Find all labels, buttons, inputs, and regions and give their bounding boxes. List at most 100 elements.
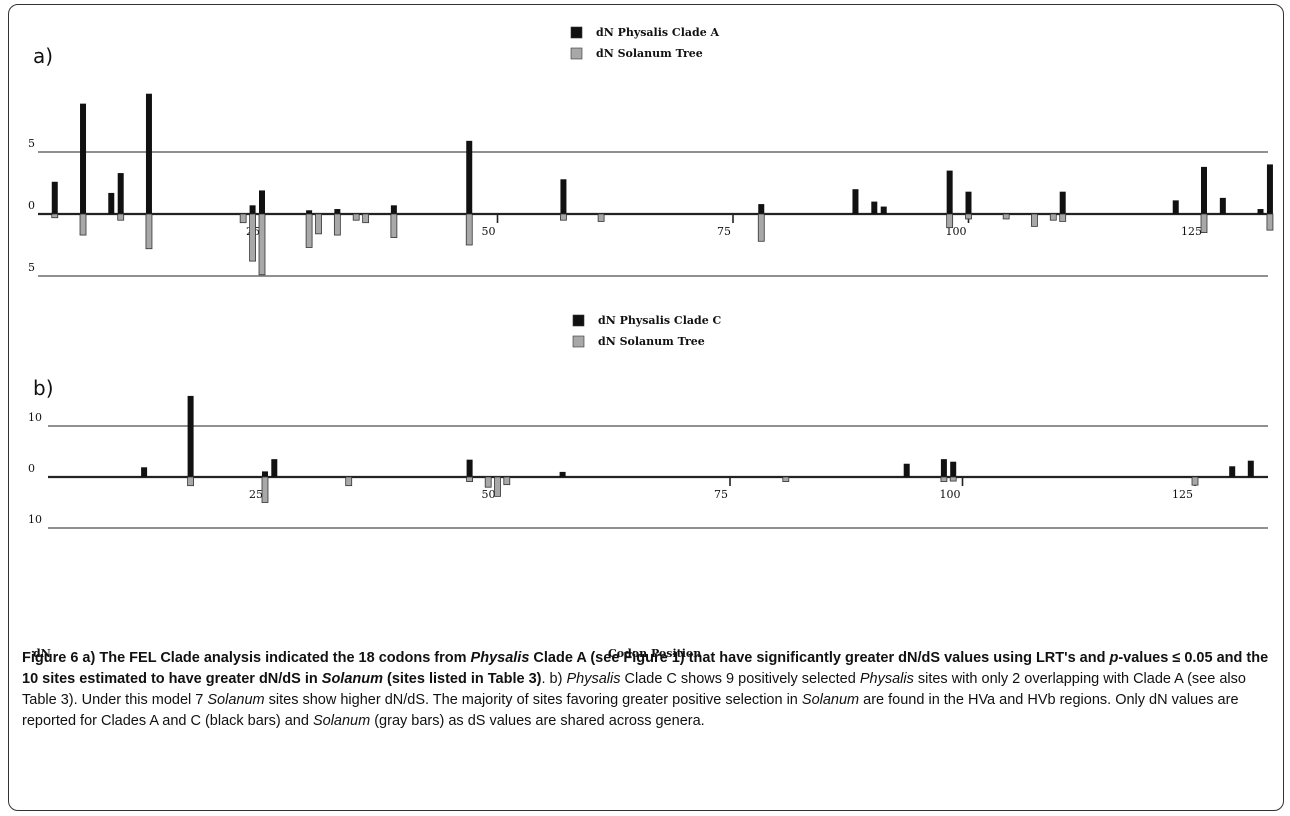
black-bar-0-19: [1172, 200, 1179, 214]
legend-label-1-1: dN Solanum Tree: [598, 335, 705, 348]
x-tick-label-0-1: 50: [482, 225, 496, 238]
black-bar-0-14: [871, 201, 878, 214]
black-bar-1-1: [187, 395, 194, 477]
gray-bar-1-10: [1191, 476, 1199, 486]
caption-p2-physalis2: Physalis: [859, 671, 914, 687]
black-bar-0-6: [259, 190, 265, 214]
black-bar-0-23: [1266, 164, 1273, 214]
gray-bar-0-3: [145, 213, 153, 250]
caption-p2-solanum: Solanum: [207, 692, 265, 708]
black-bar-1-8: [950, 461, 957, 477]
x-axis-label: Codon Position: [608, 647, 701, 660]
gray-bar-0-18: [965, 213, 972, 220]
chart-canvas: dN Physalis Clade AdN Solanum Tree505255…: [28, 26, 1274, 660]
y-tick-label-1-0: 10: [28, 411, 42, 424]
gray-bar-0-14: [560, 213, 567, 221]
gray-bar-1-2: [345, 476, 353, 487]
black-bar-0-20: [1201, 166, 1207, 214]
x-tick-label-1-4: 125: [1172, 488, 1193, 501]
black-bar-0-13: [852, 189, 859, 214]
gray-bar-0-21: [1049, 213, 1057, 221]
gray-bar-0-0: [51, 213, 59, 219]
x-tick-label-1-3: 100: [940, 488, 961, 501]
black-bar-0-4: [145, 93, 152, 214]
caption-p1-c: -values ≤ 0.05 and the 10 sites estimate…: [22, 650, 1269, 687]
figure-frame: [8, 4, 1284, 811]
y-tick-label-1-2: 10: [28, 513, 42, 526]
caption-p2-solanum2: Solanum: [801, 692, 860, 708]
black-bar-1-3: [271, 459, 278, 477]
black-bar-0-7: [306, 210, 313, 214]
gray-bar-0-11: [362, 213, 370, 224]
y-tick-label-0-0: 5: [28, 137, 35, 150]
gray-bar-0-2: [117, 213, 125, 221]
gray-bar-0-15: [597, 213, 605, 222]
gray-bar-0-8: [315, 213, 322, 235]
figure-caption: Figure 6 a) The FEL Clade analysis indic…: [22, 648, 1272, 732]
black-bar-1-2: [262, 471, 268, 477]
black-bar-0-17: [965, 191, 972, 214]
x-tick-label-0-3: 100: [946, 225, 967, 238]
legend-swatch-0-1: [570, 47, 583, 60]
black-bar-0-10: [466, 140, 473, 214]
gray-bar-1-9: [949, 476, 957, 482]
gray-bar-0-12: [390, 213, 398, 238]
x-tick-label-0-2: 75: [717, 225, 731, 238]
black-bar-0-5: [249, 205, 256, 214]
legend-swatch-0-0: [570, 26, 583, 39]
black-bar-1-9: [1229, 466, 1236, 477]
black-bar-1-0: [141, 467, 148, 477]
black-bar-1-10: [1247, 460, 1254, 477]
black-bar-0-15: [880, 206, 887, 214]
legend-label-0-0: dN Physalis Clade A: [596, 26, 720, 39]
gray-bar-1-4: [484, 476, 492, 488]
caption-p1-p: p: [1109, 650, 1119, 666]
gray-bar-0-10: [352, 213, 360, 221]
y-tick-label-1-1: 0: [28, 462, 35, 475]
gray-bar-0-24: [1266, 213, 1274, 231]
black-bar-0-2: [108, 192, 115, 214]
black-bar-0-8: [334, 209, 341, 214]
black-bar-0-3: [117, 173, 124, 214]
caption-p1-solanum: Solanum: [321, 671, 384, 687]
legend-label-0-1: dN Solanum Tree: [596, 47, 703, 60]
y-axis-label: dN: [33, 647, 51, 660]
gray-bar-1-0: [187, 476, 195, 487]
caption-figure-label: Figure 6: [22, 650, 79, 666]
caption-p1-b: Clade A (see Figure 1) that have signifi…: [529, 650, 1110, 666]
gray-bar-0-7: [305, 213, 313, 248]
caption-p2-solanum3: Solanum: [312, 713, 371, 729]
black-bar-0-16: [946, 170, 953, 214]
gray-bar-1-5: [494, 476, 501, 497]
gray-bar-0-13: [465, 213, 473, 246]
gray-bar-0-19: [1002, 213, 1010, 220]
gray-bar-0-1: [79, 213, 87, 236]
legend-swatch-1-1: [572, 335, 585, 348]
black-bar-1-7: [940, 459, 947, 477]
gray-bar-1-3: [466, 476, 474, 482]
gray-bar-0-20: [1031, 213, 1038, 227]
gray-bar-0-22: [1059, 213, 1067, 222]
gray-bar-0-17: [946, 213, 954, 229]
gray-bar-0-9: [333, 213, 341, 236]
y-tick-label-0-2: 5: [28, 261, 35, 274]
gray-bar-0-23: [1200, 213, 1208, 234]
panel-label-b: b): [33, 376, 54, 400]
gray-bar-0-6: [258, 213, 266, 276]
legend-label-1-0: dN Physalis Clade C: [598, 314, 722, 327]
legend-swatch-1-0: [572, 314, 585, 327]
x-tick-label-1-1: 50: [482, 488, 496, 501]
caption-p2-b: Clade C shows 9 positively selected: [620, 671, 860, 687]
caption-p1-physalis: Physalis: [470, 650, 530, 666]
panel-label-a: a): [33, 44, 54, 68]
black-bar-0-11: [560, 179, 567, 214]
x-tick-label-1-2: 75: [714, 488, 728, 501]
caption-p1-a: a) The FEL Clade analysis indicated the …: [78, 650, 471, 666]
caption-p1-d: (sites listed in Table 3): [383, 671, 542, 687]
x-tick-label-1-0: 25: [249, 488, 263, 501]
gray-bar-0-16: [757, 213, 765, 242]
x-tick-label-0-4: 125: [1181, 225, 1202, 238]
gray-bar-1-6: [503, 476, 511, 486]
caption-p2-physalis: Physalis: [566, 671, 621, 687]
gray-bar-0-4: [239, 213, 247, 224]
